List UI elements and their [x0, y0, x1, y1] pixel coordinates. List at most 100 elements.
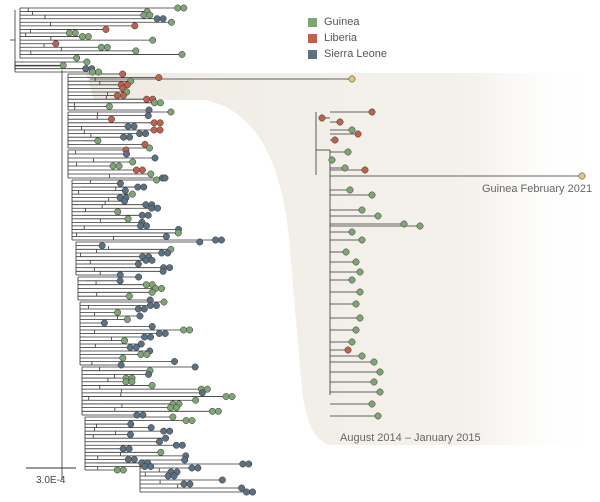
tip-marker — [180, 326, 188, 334]
tip-marker — [194, 464, 202, 472]
tip-marker — [146, 144, 153, 152]
tip-marker — [180, 4, 188, 12]
tip-marker — [121, 197, 128, 205]
tip-marker — [249, 488, 256, 496]
tip-marker — [358, 206, 366, 214]
tip-marker — [416, 222, 424, 230]
tip-marker — [146, 302, 154, 309]
tip-marker — [147, 424, 155, 432]
tip-marker — [368, 400, 376, 408]
tip-marker — [174, 229, 182, 237]
tip-marker — [158, 285, 165, 292]
tip-marker — [368, 191, 376, 199]
tip-marker — [121, 337, 129, 344]
tip-marker — [141, 140, 149, 148]
tip-marker — [103, 43, 111, 51]
tip-marker — [143, 351, 151, 358]
tip-marker — [158, 249, 166, 257]
tip-marker — [132, 166, 140, 174]
tip-marker — [368, 108, 376, 116]
tip-marker — [134, 305, 142, 313]
legend-item-sierra-leone: Sierra Leone — [308, 46, 387, 62]
tip-marker — [214, 407, 222, 415]
tip-marker — [126, 344, 134, 351]
legend-item-liberia: Liberia — [308, 30, 387, 46]
tip-marker — [243, 488, 250, 496]
tip-marker — [374, 212, 382, 220]
tip-marker — [239, 460, 247, 468]
tip-marker — [198, 389, 206, 397]
tip-marker — [124, 122, 132, 130]
tip-marker — [318, 114, 326, 122]
tip-marker — [160, 298, 168, 306]
tip-marker — [212, 236, 219, 244]
tip-marker — [140, 11, 148, 19]
tip-marker — [356, 268, 364, 276]
tip-marker — [140, 305, 148, 313]
tip-marker — [94, 137, 102, 145]
tip-marker — [162, 434, 170, 442]
tip-marker — [142, 130, 150, 138]
tip-marker — [133, 411, 141, 419]
tip-marker — [188, 417, 196, 424]
tip-marker — [164, 249, 172, 257]
tip-marker — [73, 54, 81, 62]
tip-marker — [123, 316, 131, 323]
tip-marker — [238, 484, 246, 492]
tip-marker — [167, 108, 175, 116]
legend-swatch-guinea — [308, 17, 317, 27]
tip-marker — [182, 417, 190, 424]
tip-marker — [136, 130, 144, 138]
tip-marker — [159, 15, 167, 23]
tip-marker — [132, 344, 140, 351]
tip-marker — [84, 33, 92, 41]
tip-marker — [125, 445, 133, 453]
tip-marker — [166, 427, 174, 435]
tip-marker — [82, 65, 90, 73]
tip-marker — [78, 33, 86, 41]
tip-marker — [161, 330, 169, 337]
tip-marker — [167, 404, 174, 412]
tip-marker — [578, 172, 586, 180]
tip-marker — [100, 319, 108, 327]
legend-label-guinea: Guinea — [324, 16, 360, 28]
tip-marker — [181, 456, 189, 464]
legend-swatch-liberia — [308, 33, 317, 43]
tip-marker — [186, 326, 194, 334]
tip-marker — [188, 464, 196, 472]
tip-marker — [138, 211, 146, 219]
tip-marker — [156, 126, 164, 134]
tip-marker — [356, 288, 364, 296]
tip-marker — [336, 118, 344, 126]
tip-marker — [117, 361, 125, 369]
tip-markers — [52, 4, 586, 496]
tip-marker — [138, 166, 146, 174]
tip-marker — [71, 29, 79, 37]
tip-marker — [196, 238, 204, 246]
tip-marker — [126, 133, 134, 141]
tip-marker — [120, 133, 128, 141]
tip-marker — [89, 68, 96, 76]
tip-marker — [358, 352, 366, 360]
tip-marker — [341, 164, 349, 172]
tip-marker — [135, 273, 143, 281]
tip-marker — [342, 248, 350, 256]
tip-marker — [132, 47, 140, 55]
tip-marker — [218, 476, 226, 484]
tip-marker — [145, 370, 153, 378]
tip-marker — [170, 472, 178, 480]
tip-marker — [122, 378, 130, 386]
tip-marker — [131, 22, 139, 30]
tip-marker — [348, 276, 356, 284]
tip-marker — [152, 302, 160, 309]
tip-marker — [161, 174, 169, 182]
tip-marker — [171, 358, 178, 365]
tip-marker — [148, 382, 156, 389]
tip-marker — [141, 333, 148, 341]
tip-marker — [142, 256, 150, 264]
tip-marker — [147, 463, 155, 470]
tip-marker — [348, 126, 356, 134]
legend-label-sierra-leone: Sierra Leone — [324, 48, 387, 60]
tip-marker — [192, 396, 200, 404]
